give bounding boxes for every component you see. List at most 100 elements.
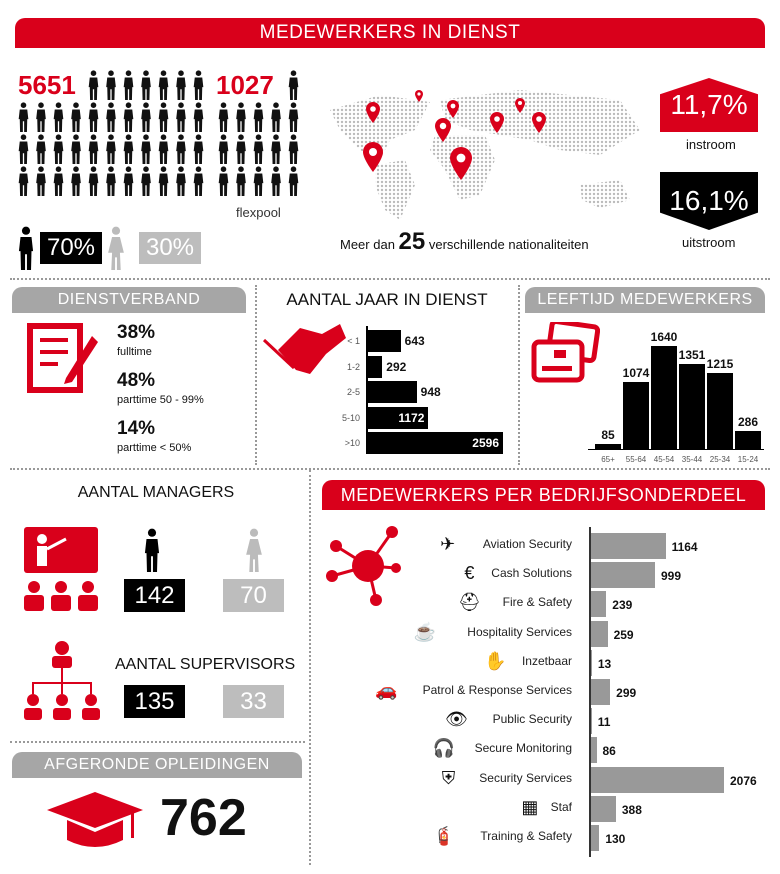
jaar-value: 1172 [398,410,425,425]
person-icon [271,134,281,164]
jaar-bar [367,381,417,403]
jaar-value: 948 [420,385,441,399]
managers-male: 142 [124,579,185,612]
person-icon [158,134,169,164]
unit-bar [591,708,592,735]
org-chart-icon [24,641,100,720]
age-value: 1351 [678,348,706,363]
person-icon [271,102,281,132]
unit-label: Fire & Safety [502,595,572,610]
handshake-icon [262,324,346,374]
person-icon [123,134,134,164]
unit-label: Aviation Security [482,537,572,551]
jaar-bar [367,432,503,454]
person-icon [288,134,299,164]
person-icon [158,102,169,132]
unit-bar [591,737,597,764]
male-pct: 70% [40,232,102,264]
supervisors-title: AANTAL SUPERVISORS [115,656,296,673]
person-icon [271,166,281,196]
unit-label: Training & Safety [480,829,572,843]
person-icon [158,70,169,100]
nationalities-suffix: verschillende nationaliteiten [428,237,589,252]
unit-bar [591,620,608,647]
person-icon [36,166,46,196]
coffee-cup-icon: ☕ [413,621,436,642]
dienstverband-label: parttime < 50% [117,442,192,454]
person-icon [106,134,116,164]
person-icon [193,166,204,196]
jaar-value: 643 [404,334,425,348]
bedrijfsonderdeel-header: MEDEWERKERS PER BEDRIJFSONDERDEEL [322,480,765,510]
leeftijd-header: LEEFTIJD MEDEWERKERS [525,287,765,313]
cards-icon [531,322,600,383]
flexpool-count: 1027 [216,70,274,100]
age-tick: 65+ [601,455,615,464]
graduation-cap-icon [47,792,143,847]
unit-value: 13 [597,656,612,671]
person-icon [236,166,246,196]
age-value: 286 [737,415,759,430]
jaar-bar [367,330,401,352]
jaar-value: 292 [386,359,407,374]
age-tick: 55-64 [625,455,647,464]
uitstroom-label: uitstroom [682,235,736,250]
person-icon [141,166,151,196]
unit-value: 388 [621,802,642,817]
managers-title: AANTAL MANAGERS [77,484,235,501]
age-value: 1640 [650,330,678,344]
nationalities-count: 25 [398,228,426,255]
main-header: MEDEWERKERS IN DIENST [15,18,765,48]
person-icon [176,134,186,164]
unit-bar [591,679,611,705]
contract-icon [27,323,98,393]
dienstverband-pct: 14% [117,418,156,439]
jaar-tick: < 1 [347,336,360,346]
plane-icon: ✈ [440,534,456,554]
age-value: 1215 [706,356,734,371]
jaar-tick: 2-5 [346,387,360,397]
person-icon [71,134,81,164]
unit-value: 239 [612,598,633,613]
person-icon [253,166,264,196]
person-icon [141,70,151,100]
flexpool-label: flexpool [236,205,281,220]
dienstverband-header: DIENSTVERBAND [12,287,246,313]
car-icon: 🚗 [375,680,398,700]
hand-icon: ✋ [483,650,507,671]
person-icon [218,102,229,132]
unit-bar [591,562,655,589]
person-icon [53,166,64,196]
person-icon [123,102,134,132]
unit-value: 2076 [730,773,757,788]
person-icon [193,102,204,132]
unit-bar [591,795,616,822]
uitstroom-value: 16,1% [660,172,758,230]
managers-female: 70 [223,579,284,612]
unit-value: 299 [616,686,637,700]
instroom-label: instroom [686,137,736,152]
unit-label: Secure Monitoring [474,741,572,756]
presentation-icon [24,527,98,611]
female-pct: 30% [139,232,201,264]
dienstverband-label: parttime 50 - 99% [117,394,204,406]
person-icon [193,70,204,100]
person-icon [106,102,116,132]
jaar-bar [367,355,383,378]
jaar-value: 2596 [472,436,499,450]
person-icon [141,102,151,132]
unit-bar [591,649,592,676]
opleidingen-header: AFGERONDE OPLEIDINGEN [12,752,302,778]
unit-bar [591,533,666,559]
person-icon [236,102,246,132]
nationalities-prefix: Meer dan [340,237,395,252]
shield-check-icon: ⛨ [441,767,456,788]
age-tick: 45-54 [653,455,675,464]
instroom-value: 11,7% [660,78,758,132]
unit-value: 11 [597,715,611,730]
person-icon [176,166,186,196]
unit-label: Cash Solutions [491,566,572,581]
unit-label: Security Services [479,770,572,785]
age-tick: 15-24 [737,455,759,464]
person-icon [71,166,81,196]
